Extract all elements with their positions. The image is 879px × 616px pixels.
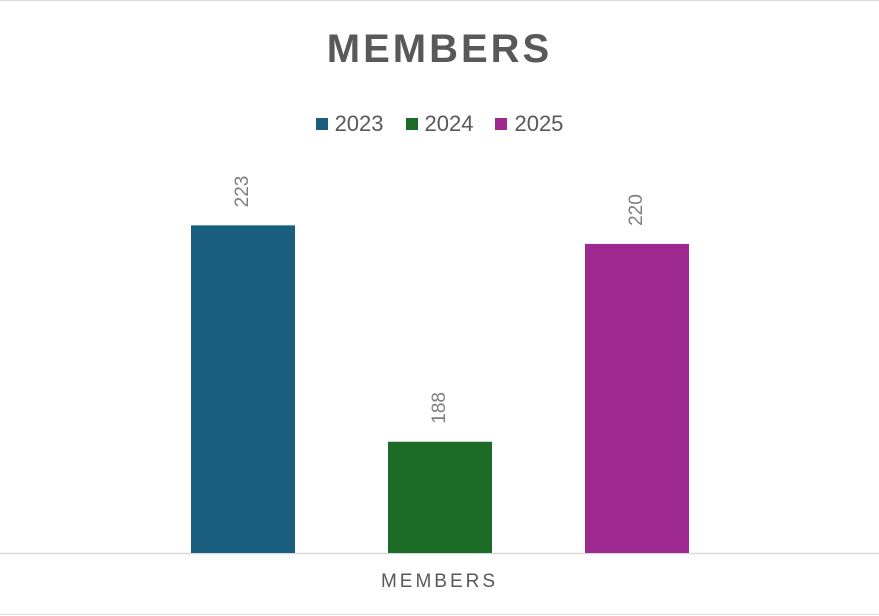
legend-label-2023: 2023 xyxy=(334,111,384,136)
bar-2023 xyxy=(191,225,295,553)
legend-item-2024: 2024 xyxy=(405,111,474,137)
legend-swatch-2023 xyxy=(315,118,328,130)
x-axis-category-label: MEMBERS xyxy=(380,571,499,592)
chart-title: MEMBERS xyxy=(326,27,553,71)
chart-legend: 2023 2024 2025 xyxy=(0,111,879,137)
legend-item-2025: 2025 xyxy=(495,111,563,137)
data-label-2025: 220 xyxy=(626,194,647,226)
legend-swatch-2025 xyxy=(495,118,508,130)
legend-item-2023: 2023 xyxy=(315,111,384,137)
bar-2025 xyxy=(585,243,689,553)
data-label-2023: 223 xyxy=(232,176,253,208)
legend-label-2024: 2024 xyxy=(424,111,474,136)
data-label-2024: 188 xyxy=(429,392,450,424)
legend-swatch-2024 xyxy=(405,118,418,130)
legend-label-2025: 2025 xyxy=(514,111,564,136)
bar-2024 xyxy=(388,441,492,553)
